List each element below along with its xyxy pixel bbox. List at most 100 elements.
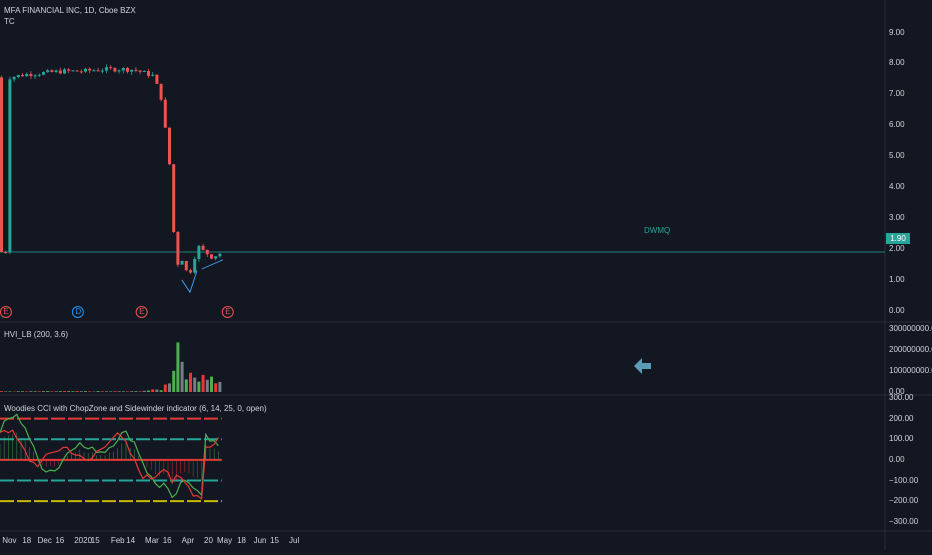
volume-bar bbox=[71, 391, 74, 392]
time-label: 18 bbox=[22, 536, 31, 545]
candle-body bbox=[214, 256, 217, 258]
volume-pane-title: HVI_LB (200, 3.6) bbox=[4, 330, 68, 339]
candle-body bbox=[185, 261, 188, 270]
candle-body bbox=[172, 164, 175, 232]
volume-bar bbox=[29, 391, 32, 392]
candle-body bbox=[202, 246, 205, 250]
volume-bar bbox=[101, 391, 104, 392]
time-label: Apr bbox=[182, 536, 194, 545]
volume-bar bbox=[130, 391, 133, 392]
volume-bar bbox=[134, 391, 137, 392]
candle-body bbox=[80, 71, 83, 72]
candle-body bbox=[0, 77, 3, 252]
volume-bar bbox=[118, 391, 121, 392]
time-label: 20 bbox=[204, 536, 213, 545]
time-label: Jun bbox=[254, 536, 267, 545]
candle-body bbox=[97, 70, 100, 71]
time-label: 15 bbox=[270, 536, 279, 545]
volume-bar bbox=[151, 389, 154, 392]
candle-body bbox=[13, 77, 16, 79]
volume-bar bbox=[176, 342, 179, 392]
price-tick: 6.00 bbox=[889, 120, 905, 129]
volume-bar bbox=[97, 391, 100, 392]
candle-body bbox=[122, 68, 125, 70]
time-label: Mar bbox=[145, 536, 159, 545]
volume-bar bbox=[4, 391, 7, 392]
candle-body bbox=[55, 71, 58, 72]
candle-body bbox=[42, 72, 45, 75]
time-label: May bbox=[217, 536, 232, 545]
candle-body bbox=[92, 70, 95, 71]
time-label: Dec bbox=[38, 536, 52, 545]
price-tick: 8.00 bbox=[889, 58, 905, 67]
indicator-label: TC bbox=[4, 17, 15, 26]
candle-body bbox=[88, 69, 91, 71]
volume-bar bbox=[80, 391, 83, 392]
volume-bar bbox=[181, 362, 184, 392]
candle-body bbox=[176, 232, 179, 265]
candle-body bbox=[160, 84, 163, 100]
volume-bar bbox=[160, 390, 163, 392]
candle-body bbox=[71, 70, 74, 71]
event-marker-label: E bbox=[225, 307, 230, 316]
volume-bar bbox=[206, 380, 209, 392]
cci-tick: 200.00 bbox=[889, 414, 913, 423]
price-tick: 1.00 bbox=[889, 275, 905, 284]
turbo-cci-line bbox=[0, 430, 218, 499]
candle-body bbox=[134, 70, 137, 71]
volume-bar bbox=[0, 391, 3, 392]
candle-body bbox=[210, 254, 213, 258]
volume-bar bbox=[76, 391, 79, 392]
time-label: 14 bbox=[126, 536, 135, 545]
volume-bar bbox=[143, 391, 146, 392]
volume-bar bbox=[63, 391, 66, 392]
volume-bar bbox=[105, 391, 108, 392]
time-label: 16 bbox=[163, 536, 172, 545]
time-label: 2020 bbox=[74, 536, 92, 545]
volume-bar bbox=[197, 382, 200, 392]
time-label: Jul bbox=[289, 536, 299, 545]
candle-body bbox=[118, 70, 121, 71]
price-tick: 4.00 bbox=[889, 182, 905, 191]
volume-bar bbox=[34, 391, 37, 392]
candle-body bbox=[105, 67, 108, 70]
volume-bar bbox=[42, 391, 45, 392]
candle-body bbox=[143, 71, 146, 72]
volume-bar bbox=[185, 379, 188, 392]
volume-bar bbox=[210, 377, 213, 392]
candle-body bbox=[76, 70, 79, 71]
candle-body bbox=[189, 270, 192, 272]
time-label: 16 bbox=[55, 536, 64, 545]
event-marker-label: D bbox=[75, 307, 81, 316]
time-label: 18 bbox=[237, 536, 246, 545]
candle-body bbox=[50, 70, 53, 72]
candle-body bbox=[126, 68, 129, 72]
volume-bar bbox=[46, 391, 49, 392]
volume-bar bbox=[214, 383, 217, 392]
volume-bar bbox=[202, 375, 205, 392]
dwmq-annotation: DWMQ bbox=[644, 226, 670, 235]
candle-body bbox=[193, 259, 196, 273]
candle-body bbox=[34, 75, 37, 76]
cci-tick: −300.00 bbox=[889, 517, 918, 526]
cci-tick: 0.00 bbox=[889, 455, 905, 464]
volume-bar bbox=[38, 391, 41, 392]
candle-body bbox=[59, 71, 62, 74]
candle-body bbox=[38, 75, 41, 76]
candle-body bbox=[218, 254, 221, 256]
candle-body bbox=[84, 69, 87, 72]
candle-body bbox=[155, 75, 158, 84]
volume-bar bbox=[189, 373, 192, 392]
event-marker-label: E bbox=[3, 307, 8, 316]
volume-tick: 200000000.00 bbox=[889, 345, 932, 354]
volume-bar bbox=[88, 391, 91, 392]
cci-tick: 100.00 bbox=[889, 434, 913, 443]
price-tick: 7.00 bbox=[889, 89, 905, 98]
volume-bar bbox=[164, 385, 167, 392]
volume-bar bbox=[139, 391, 142, 392]
candle-body bbox=[8, 79, 11, 252]
volume-bar bbox=[147, 390, 150, 392]
volume-bar bbox=[21, 391, 24, 392]
